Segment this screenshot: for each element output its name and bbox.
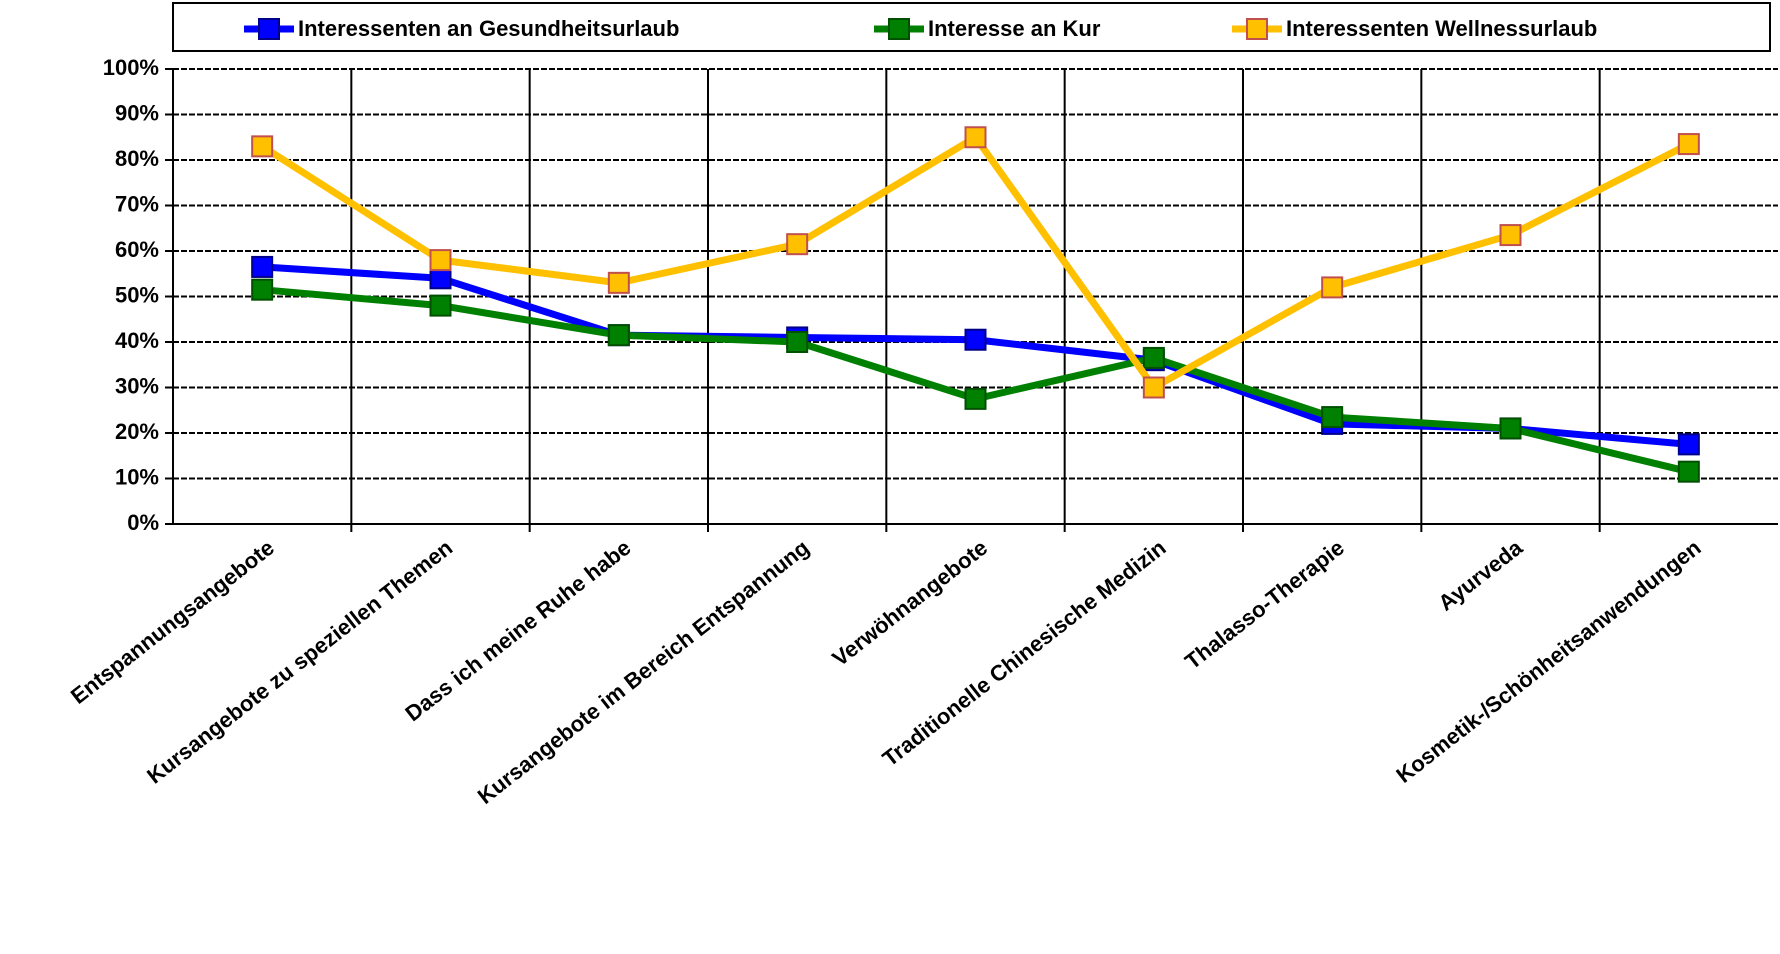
y-tick-label: 90% [115, 100, 159, 125]
point-marker [1321, 276, 1344, 299]
legend-box [172, 2, 1771, 52]
y-tick-label: 20% [115, 419, 159, 444]
point-marker [251, 255, 274, 278]
point-marker [429, 267, 452, 290]
legend-marker [258, 18, 280, 40]
point-marker [1142, 346, 1165, 369]
point-marker [251, 278, 274, 301]
point-marker [1677, 133, 1700, 156]
point-marker [1499, 417, 1522, 440]
y-tick-label: 80% [115, 146, 159, 171]
y-tick-label: 60% [115, 237, 159, 262]
point-marker [1677, 433, 1700, 456]
point-marker [964, 126, 987, 149]
x-tick-label: Ayurveda [1433, 534, 1527, 615]
y-tick-label: 70% [115, 191, 159, 216]
legend-marker [888, 18, 910, 40]
y-tick-label: 30% [115, 373, 159, 398]
y-tick-label: 50% [115, 282, 159, 307]
point-marker [607, 324, 630, 347]
legend-label: Interessenten an Gesundheitsurlaub [298, 16, 679, 41]
x-tick-label: Traditionelle Chinesische Medizin [878, 535, 1171, 771]
legend-label: Interesse an Kur [928, 16, 1101, 41]
point-marker [1499, 224, 1522, 247]
y-tick-label: 10% [115, 464, 159, 489]
point-marker [964, 387, 987, 410]
y-tick-label: 0% [127, 510, 159, 535]
legend-label: Interessenten Wellnessurlaub [1286, 16, 1597, 41]
point-marker [1321, 406, 1344, 429]
series-line [261, 263, 1690, 448]
point-marker [1142, 376, 1165, 399]
x-tick-label: Kursangebote im Bereich Entspannung [473, 535, 814, 809]
series-line [261, 286, 1690, 476]
point-marker [251, 135, 274, 158]
x-tick-label: Kosmetik-/Schönheitsanwendungen [1391, 535, 1705, 788]
x-tick-label: Thalasso-Therapie [1180, 535, 1349, 674]
x-tick-label: Kursangebote zu speziellen Themen [142, 535, 457, 789]
point-marker [964, 328, 987, 351]
point-marker [607, 271, 630, 294]
point-marker [429, 249, 452, 272]
y-tick-label: 40% [115, 328, 159, 353]
legend-marker [1246, 18, 1268, 40]
point-marker [786, 331, 809, 353]
point-marker [786, 233, 809, 256]
x-tick-label: Entspannungsangebote [66, 535, 279, 709]
point-marker [1677, 460, 1700, 483]
y-tick-label: 100% [103, 55, 159, 80]
x-tick-label: Verwöhnangebote [827, 535, 992, 671]
point-marker [429, 294, 452, 317]
